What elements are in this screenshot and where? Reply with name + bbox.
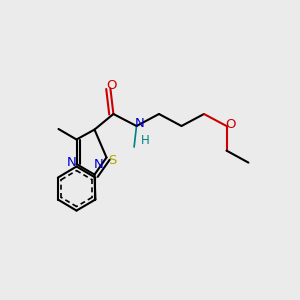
Text: H: H bbox=[140, 134, 149, 147]
Text: O: O bbox=[225, 118, 236, 131]
Text: N: N bbox=[67, 156, 77, 169]
Text: N: N bbox=[135, 117, 144, 130]
Text: O: O bbox=[107, 79, 117, 92]
Text: N: N bbox=[94, 158, 104, 172]
Text: S: S bbox=[108, 154, 116, 167]
